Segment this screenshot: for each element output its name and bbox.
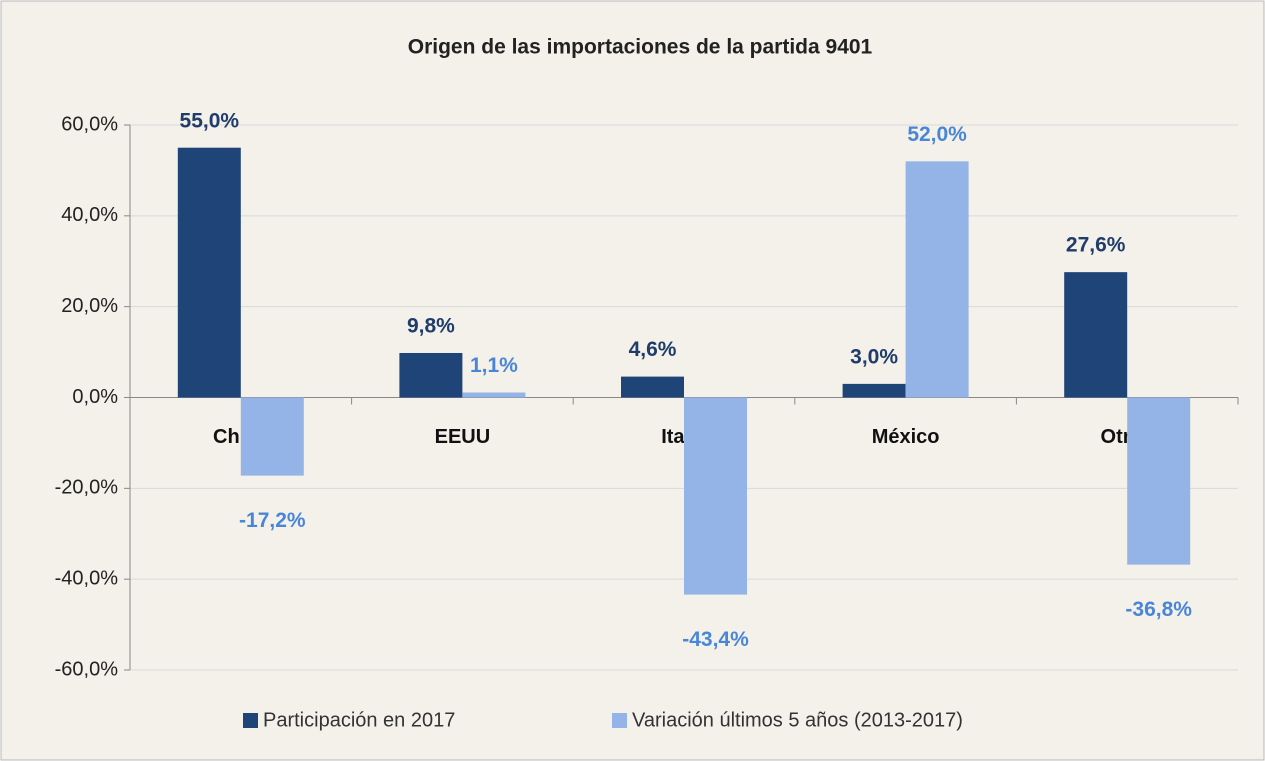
bar <box>621 376 684 398</box>
legend-label: Variación últimos 5 años (2013-2017) <box>632 709 963 731</box>
bar <box>399 352 463 398</box>
value-label: 3,0% <box>850 345 898 368</box>
bar <box>1064 272 1128 398</box>
legend-swatch <box>612 713 627 728</box>
y-tick-label: 40,0% <box>61 204 118 226</box>
value-label: 27,6% <box>1066 234 1126 257</box>
y-tick-label: -20,0% <box>55 477 119 499</box>
chart-title: Origen de las importaciones de la partid… <box>408 36 873 59</box>
value-label: -36,8% <box>1125 598 1192 621</box>
legend-label: Participación en 2017 <box>263 709 455 731</box>
value-label: 52,0% <box>907 123 967 146</box>
x-tick-label: México <box>872 426 940 448</box>
value-label: 55,0% <box>180 109 240 132</box>
y-tick-label: 20,0% <box>61 295 118 317</box>
x-tick-label: EEUU <box>435 426 491 448</box>
value-label: 9,8% <box>407 315 455 338</box>
y-tick-label: 60,0% <box>61 113 118 135</box>
bar <box>905 161 969 398</box>
bar <box>462 392 526 398</box>
y-tick-label: 0,0% <box>72 386 118 408</box>
bar <box>177 147 241 398</box>
value-label: -17,2% <box>239 509 306 532</box>
bar <box>1127 397 1191 565</box>
bar <box>240 397 304 476</box>
bar <box>684 397 747 595</box>
value-label: 1,1% <box>470 354 518 377</box>
y-tick-label: -40,0% <box>55 567 119 589</box>
value-label: 4,6% <box>629 338 677 361</box>
y-tick-label: -60,0% <box>55 658 119 680</box>
legend-swatch <box>243 713 258 728</box>
value-label: -43,4% <box>682 628 749 651</box>
bar <box>842 383 906 398</box>
